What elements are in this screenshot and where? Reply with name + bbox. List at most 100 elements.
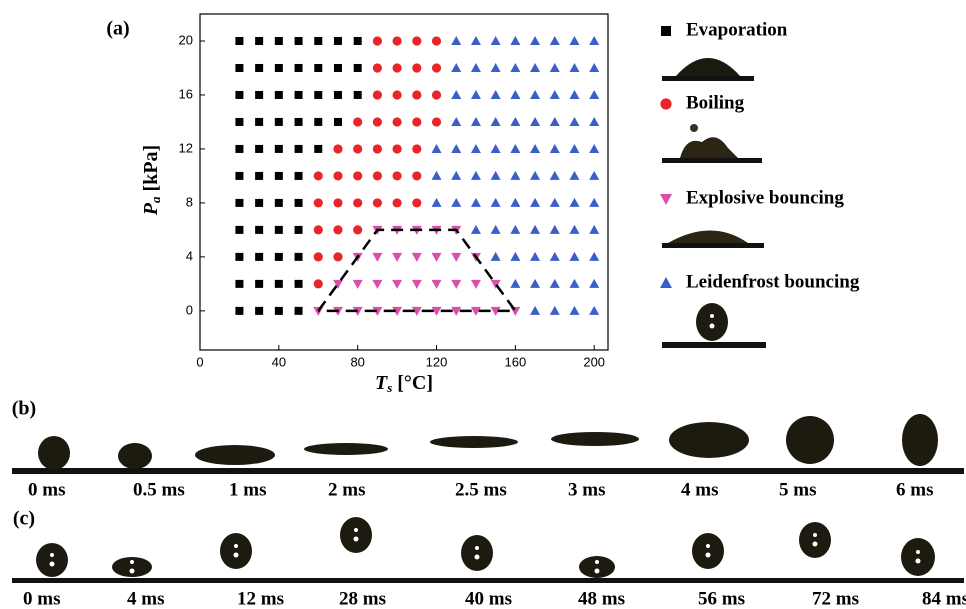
y-tick-label: 16	[179, 86, 193, 101]
marker-triangle-up	[589, 36, 599, 45]
marker-triangle-up	[530, 90, 540, 99]
time-label: 0 ms	[28, 479, 65, 500]
marker-circle	[373, 198, 382, 207]
x-tick-label: 80	[350, 354, 364, 369]
marker-triangle-up	[530, 279, 540, 288]
legend-marker	[660, 194, 672, 205]
droplet-highlight	[130, 569, 135, 574]
droplet-highlight	[475, 555, 480, 560]
droplet	[430, 436, 518, 448]
time-label: 2.5 ms	[455, 479, 507, 500]
marker-triangle-up	[471, 36, 481, 45]
marker-square	[295, 280, 303, 288]
legend-label: Leidenfrost bouncing	[686, 271, 860, 292]
marker-square	[255, 64, 263, 72]
droplet-highlight	[354, 528, 358, 532]
marker-triangle-up	[530, 225, 540, 234]
marker-square	[255, 226, 263, 234]
marker-triangle-up	[550, 63, 560, 72]
x-tick-label: 160	[505, 354, 527, 369]
marker-triangle-up	[432, 198, 442, 207]
marker-triangle-down	[392, 253, 402, 262]
marker-triangle-up	[510, 117, 520, 126]
marker-triangle-up	[491, 144, 501, 153]
marker-circle	[333, 144, 342, 153]
figure: (a) Ts[°C] Pa[kPa] (b) (c) 0408012016020…	[0, 0, 966, 609]
marker-triangle-up	[471, 198, 481, 207]
x-tick-label: 200	[583, 354, 605, 369]
marker-square	[255, 199, 263, 207]
marker-triangle-down	[372, 253, 382, 262]
droplet-highlight	[813, 542, 818, 547]
marker-square	[255, 37, 263, 45]
y-unit: [kPa]	[140, 145, 162, 192]
marker-square	[235, 253, 243, 261]
droplet-highlight	[595, 560, 599, 564]
droplet	[340, 517, 372, 553]
marker-triangle-up	[451, 63, 461, 72]
marker-triangle-up	[569, 198, 579, 207]
time-label: 4 ms	[127, 588, 164, 609]
marker-triangle-up	[530, 63, 540, 72]
marker-circle	[393, 171, 402, 180]
marker-square	[295, 118, 303, 126]
marker-square	[314, 118, 322, 126]
marker-circle	[412, 144, 421, 153]
marker-circle	[432, 36, 441, 45]
marker-triangle-down	[451, 253, 461, 262]
droplet-highlight	[916, 550, 920, 554]
marker-triangle-up	[491, 117, 501, 126]
marker-triangle-up	[530, 117, 540, 126]
marker-triangle-up	[589, 117, 599, 126]
marker-triangle-up	[510, 90, 520, 99]
marker-square	[235, 64, 243, 72]
marker-triangle-up	[569, 144, 579, 153]
marker-triangle-up	[569, 306, 579, 315]
y-subscript: a	[148, 196, 163, 203]
marker-square	[275, 280, 283, 288]
marker-circle	[373, 36, 382, 45]
marker-triangle-up	[510, 279, 520, 288]
time-label: 0 ms	[23, 588, 60, 609]
marker-triangle-up	[589, 198, 599, 207]
marker-triangle-up	[589, 306, 599, 315]
marker-square	[255, 280, 263, 288]
time-label: 56 ms	[698, 588, 745, 609]
marker-square	[235, 91, 243, 99]
droplet	[579, 556, 615, 578]
regime-boundary	[318, 230, 515, 311]
droplet-highlight	[916, 559, 921, 564]
legend-label: Evaporation	[686, 19, 788, 40]
marker-triangle-up	[471, 144, 481, 153]
legend-marker	[661, 26, 671, 36]
x-axis-label: Ts[°C]	[375, 372, 433, 395]
marker-triangle-up	[589, 63, 599, 72]
marker-triangle-up	[569, 279, 579, 288]
marker-square	[275, 199, 283, 207]
x-unit: [°C]	[397, 372, 433, 394]
marker-triangle-up	[569, 36, 579, 45]
marker-triangle-up	[550, 90, 560, 99]
marker-square	[314, 64, 322, 72]
baseline-b	[12, 468, 964, 474]
marker-circle	[353, 171, 362, 180]
marker-triangle-up	[451, 171, 461, 180]
marker-triangle-up	[510, 36, 520, 45]
marker-square	[275, 91, 283, 99]
marker-triangle-up	[471, 63, 481, 72]
droplet-highlight	[706, 544, 710, 548]
droplet	[692, 533, 724, 569]
marker-triangle-up	[569, 225, 579, 234]
marker-triangle-up	[491, 90, 501, 99]
marker-square	[235, 199, 243, 207]
marker-triangle-up	[510, 171, 520, 180]
marker-square	[275, 64, 283, 72]
marker-circle	[412, 36, 421, 45]
y-tick-label: 4	[186, 248, 193, 263]
droplet-highlight	[354, 537, 359, 542]
time-label: 72 ms	[812, 588, 859, 609]
marker-square	[334, 118, 342, 126]
droplet	[220, 533, 252, 569]
baseline-c	[12, 578, 964, 583]
marker-square	[295, 199, 303, 207]
